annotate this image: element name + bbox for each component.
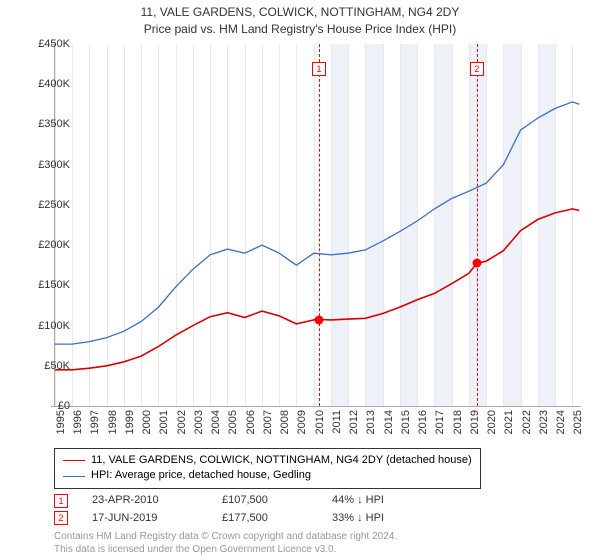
legend-item: 11, VALE GARDENS, COLWICK, NOTTINGHAM, N… — [63, 453, 472, 468]
sale-price: £107,500 — [222, 492, 332, 510]
sale-row: 1 23-APR-2010£107,50044% ↓ HPI — [54, 492, 442, 510]
title-sub: Price paid vs. HM Land Registry's House … — [0, 21, 600, 38]
x-axis-label: 2016 — [417, 410, 429, 434]
legend-label: HPI: Average price, detached house, Gedl… — [91, 468, 311, 483]
x-axis-label: 1995 — [55, 410, 67, 434]
x-axis-label: 2025 — [572, 410, 584, 434]
sale-date: 23-APR-2010 — [92, 492, 222, 510]
title-main: 11, VALE GARDENS, COLWICK, NOTTINGHAM, N… — [0, 4, 600, 21]
series-svg — [55, 44, 581, 406]
x-axis-label: 2015 — [400, 410, 412, 434]
x-axis-label: 2022 — [521, 410, 533, 434]
x-axis-label: 2005 — [227, 410, 239, 434]
x-axis-label: 2012 — [348, 410, 360, 434]
x-axis-label: 2019 — [469, 410, 481, 434]
sale-row: 2 17-JUN-2019£177,50033% ↓ HPI — [54, 510, 442, 528]
x-axis-label: 2023 — [538, 410, 550, 434]
legend: 11, VALE GARDENS, COLWICK, NOTTINGHAM, N… — [54, 448, 481, 489]
x-axis-label: 2007 — [262, 410, 274, 434]
series-line-hpi_gedling — [55, 102, 579, 344]
footer-line-1: Contains HM Land Registry data © Crown c… — [54, 530, 397, 543]
x-axis-label: 1996 — [72, 410, 84, 434]
sale-row-marker: 1 — [54, 494, 68, 508]
y-tick — [51, 406, 55, 407]
x-axis-label: 2020 — [486, 410, 498, 434]
x-axis-label: 2010 — [314, 410, 326, 434]
sale-date: 17-JUN-2019 — [92, 510, 222, 528]
chart-title: 11, VALE GARDENS, COLWICK, NOTTINGHAM, N… — [0, 0, 600, 38]
series-line-property_price — [55, 209, 579, 370]
x-axis-label: 1998 — [107, 410, 119, 434]
legend-swatch — [63, 460, 85, 461]
x-axis-label: 2017 — [434, 410, 446, 434]
x-axis-label: 2013 — [365, 410, 377, 434]
x-axis-label: 2003 — [193, 410, 205, 434]
sale-row-marker: 2 — [54, 511, 68, 525]
x-axis-label: 2001 — [158, 410, 170, 434]
sale-pct-vs-hpi: 33% ↓ HPI — [332, 510, 442, 528]
sales-table: 1 23-APR-2010£107,50044% ↓ HPI 2 17-JUN-201… — [54, 492, 442, 527]
x-axis-label: 2014 — [383, 410, 395, 434]
x-axis-label: 2006 — [245, 410, 257, 434]
x-axis-label: 1997 — [89, 410, 101, 434]
x-axis-label: 2011 — [331, 410, 343, 434]
legend-label: 11, VALE GARDENS, COLWICK, NOTTINGHAM, N… — [91, 453, 472, 468]
chart-plot-area: 1995199619971998199920002001200220032004… — [54, 44, 581, 407]
x-axis-label: 2021 — [503, 410, 515, 434]
x-axis-label: 2004 — [210, 410, 222, 434]
sale-point-dot — [472, 259, 481, 268]
legend-swatch — [63, 476, 85, 477]
x-axis-label: 1999 — [124, 410, 136, 434]
footer-attribution: Contains HM Land Registry data © Crown c… — [54, 530, 397, 556]
sale-price: £177,500 — [222, 510, 332, 528]
x-axis-label: 2000 — [141, 410, 153, 434]
x-axis-label: 2024 — [555, 410, 567, 434]
x-axis-label: 2009 — [296, 410, 308, 434]
footer-line-2: This data is licensed under the Open Gov… — [54, 543, 397, 556]
sale-point-dot — [315, 315, 324, 324]
legend-item: HPI: Average price, detached house, Gedl… — [63, 468, 472, 483]
x-axis-label: 2008 — [279, 410, 291, 434]
x-axis-label: 2002 — [176, 410, 188, 434]
x-axis-label: 2018 — [452, 410, 464, 434]
sale-pct-vs-hpi: 44% ↓ HPI — [332, 492, 442, 510]
